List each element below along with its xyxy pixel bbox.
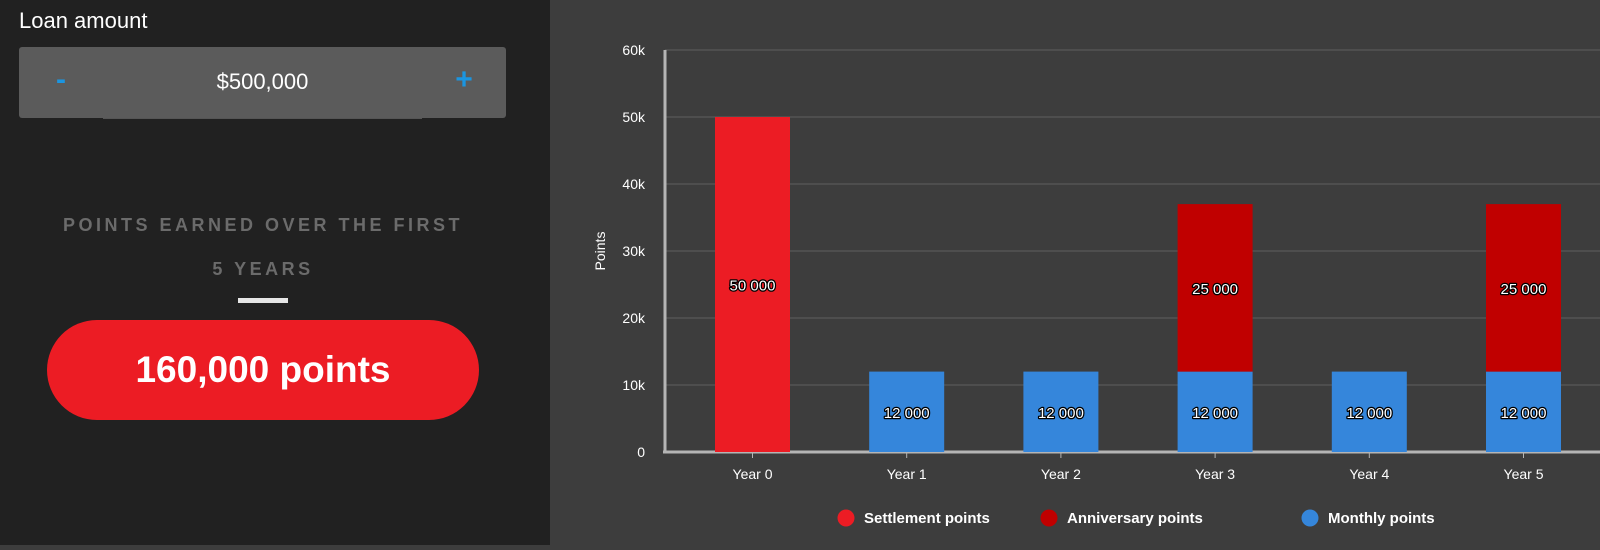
chart-panel: 0 10k 20k 30k 40k 50k 60k Points 50 000 Year 0 12 …	[550, 0, 1600, 545]
bar-data-label: 12 000	[1346, 405, 1392, 422]
total-points-badge: 160,000 points	[47, 320, 479, 420]
bar-monthly-points	[1177, 371, 1253, 452]
bar-data-label: 25 000	[1192, 281, 1238, 298]
y-tick-label: 40k	[622, 176, 646, 192]
bar-monthly-points	[1331, 371, 1407, 452]
x-tick-label: Year 4	[1349, 466, 1389, 482]
bar-monthly-points	[1486, 371, 1561, 452]
decrease-button[interactable]: -	[56, 63, 66, 96]
points-caption-line1: POINTS EARNED OVER THE FIRST	[62, 215, 464, 235]
x-tick-label: Year 5	[1504, 466, 1544, 482]
legend-item[interactable]: Anniversary points	[1040, 509, 1203, 528]
legend-label: Settlement points	[864, 510, 990, 527]
x-tick-label: Year 3	[1195, 466, 1235, 482]
y-tick-label: 20k	[622, 310, 646, 326]
y-tick-label: 50k	[622, 109, 646, 125]
y-tick-label: 10k	[622, 377, 646, 393]
loan-amount-input[interactable]: $500,000	[103, 47, 422, 119]
bar-data-label: 50 000	[730, 278, 776, 295]
bar-anniversary-points	[1486, 204, 1561, 372]
x-tick-label: Year 2	[1041, 466, 1081, 482]
legend-swatch	[1301, 509, 1319, 527]
y-tick-label: 60k	[622, 42, 646, 58]
loan-amount-label: Loan amount	[19, 8, 148, 33]
caption-divider	[238, 298, 288, 303]
bar-monthly-points	[1023, 371, 1099, 452]
increase-button[interactable]: +	[455, 63, 473, 96]
bar-data-label: 12 000	[1501, 405, 1547, 422]
calculator-panel: Loan amount - $500,000 + POINTS EARNED O…	[0, 0, 550, 545]
legend-item[interactable]: Settlement points	[837, 509, 990, 528]
legend-item[interactable]: Monthly points	[1301, 509, 1435, 528]
points-caption: POINTS EARNED OVER THE FIRST 5 YEARS	[0, 203, 526, 291]
legend-swatch	[1040, 509, 1058, 527]
loan-amount-stepper: - $500,000 +	[19, 47, 506, 119]
y-tick-label: 0	[637, 444, 645, 460]
bar-monthly-points	[869, 371, 945, 452]
bar-data-label: 12 000	[1192, 405, 1238, 422]
points-chart: 0 10k 20k 30k 40k 50k 60k Points 50 000 Year 0 12 …	[592, 42, 1600, 528]
y-tick-label: 30k	[622, 243, 646, 259]
bar-data-label: 25 000	[1501, 281, 1547, 298]
y-axis-title: Points	[592, 232, 608, 271]
x-tick-label: Year 0	[733, 466, 773, 482]
x-tick-label: Year 1	[887, 466, 927, 482]
points-caption-line2: 5 YEARS	[212, 259, 314, 279]
bar-data-label: 12 000	[1038, 405, 1084, 422]
legend-label: Monthly points	[1328, 510, 1435, 527]
bar-settlement-points	[715, 117, 790, 452]
bar-anniversary-points	[1177, 204, 1253, 372]
legend-label: Anniversary points	[1067, 510, 1203, 527]
bar-data-label: 12 000	[884, 405, 930, 422]
legend-swatch	[837, 509, 855, 527]
